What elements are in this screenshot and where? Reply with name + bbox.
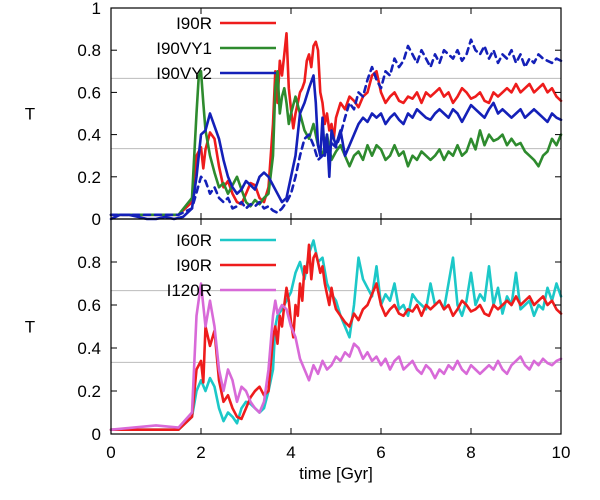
series-line-i90r xyxy=(109,243,563,432)
y-tick-label: 0.6 xyxy=(77,296,101,315)
panels: 0 0.2 0.4 0.6 0.8 1 T I90R I90VY1 I90VY2 0 0.2 0.4 0.… xyxy=(25,0,571,483)
y-tick-label: 0.8 xyxy=(77,253,101,272)
y-tick-label: 0.6 xyxy=(77,83,101,102)
y-tick-label: 0.2 xyxy=(77,168,101,187)
x-tick-label: 4 xyxy=(286,443,295,462)
x-tick-label: 6 xyxy=(376,443,385,462)
y-tick-label: 0.2 xyxy=(77,382,101,401)
legend-label-i90vy2: I90VY2 xyxy=(156,64,212,83)
plot-frame xyxy=(110,218,562,435)
x-tick-label: 8 xyxy=(466,443,475,462)
y-tick-label: 0.8 xyxy=(77,41,101,60)
y-tick-label: 0.4 xyxy=(77,126,101,145)
x-tick-label: 2 xyxy=(196,443,205,462)
series-line-i90vy1 xyxy=(109,70,563,217)
y-axis-label: T xyxy=(25,105,35,124)
legend-label-i120r: I120R xyxy=(167,281,212,300)
legend-label-i90vy1: I90VY1 xyxy=(156,39,212,58)
x-axis-label: time [Gyr] xyxy=(299,464,373,483)
panel-top: 0 0.2 0.4 0.6 0.8 1 T I90R I90VY1 I90VY2 xyxy=(25,0,563,229)
y-tick-label: 0 xyxy=(92,425,101,444)
series-line-i90r xyxy=(109,31,563,217)
legend-label-i90r: I90R xyxy=(176,14,212,33)
legend-label-i60r: I60R xyxy=(176,231,212,250)
series-line-dashed-3 xyxy=(109,38,563,217)
y-tick-label: 1 xyxy=(92,0,101,18)
y-axis-label: T xyxy=(25,318,35,337)
series-line-i90vy2 xyxy=(109,74,563,221)
series-line-i120r xyxy=(109,282,563,432)
x-tick-label: 10 xyxy=(552,443,571,462)
legend-label-i90r: I90R xyxy=(176,256,212,275)
y-tick-label: 0 xyxy=(92,210,101,229)
x-tick-label: 0 xyxy=(106,443,115,462)
series-line-i60r xyxy=(109,239,563,432)
y-tick-label: 0.4 xyxy=(77,339,101,358)
